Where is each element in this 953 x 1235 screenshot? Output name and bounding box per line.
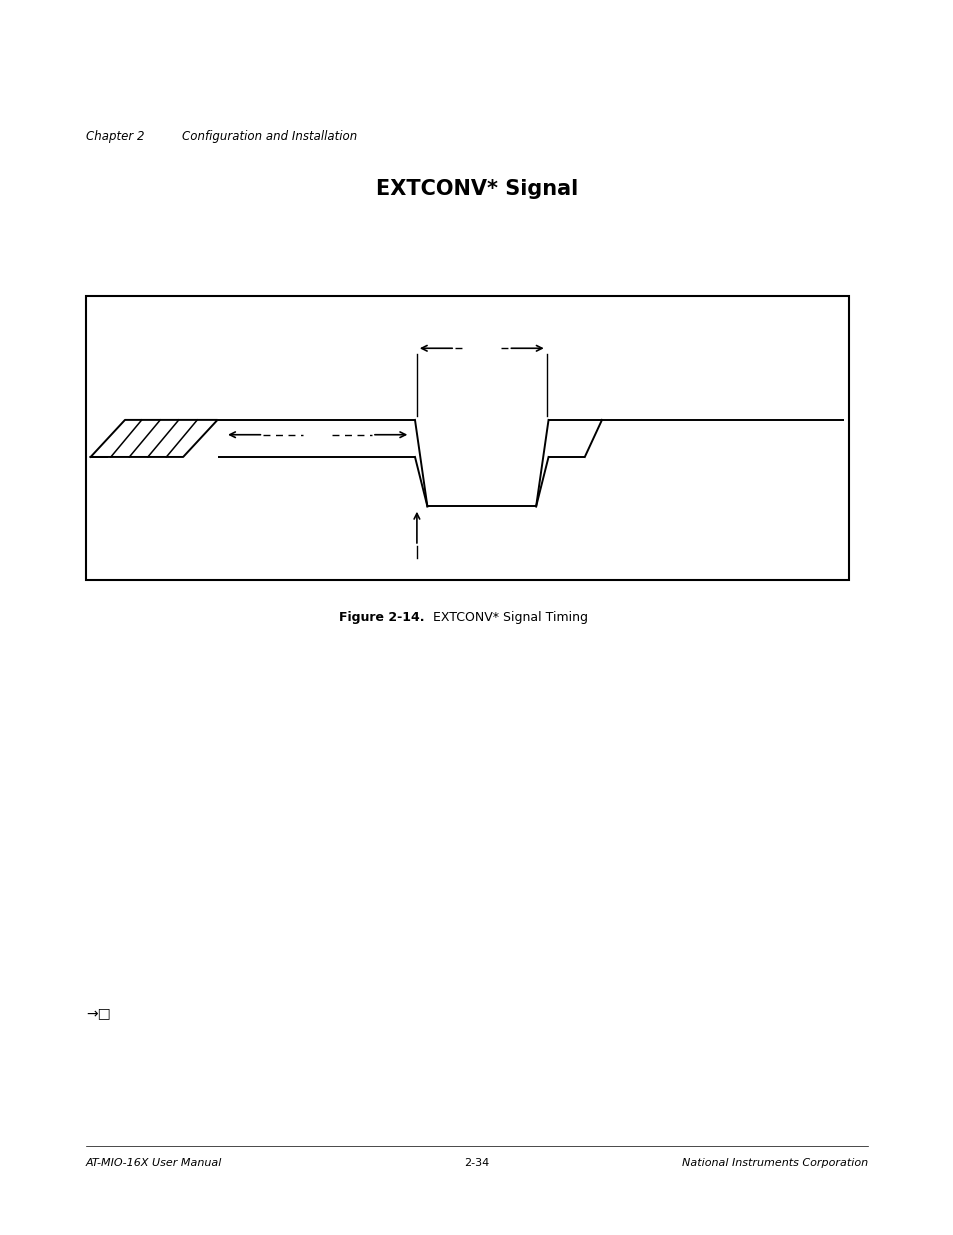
Text: National Instruments Corporation: National Instruments Corporation <box>681 1158 867 1168</box>
Text: EXTCONV* Signal: EXTCONV* Signal <box>375 179 578 199</box>
Text: AT-MIO-16X User Manual: AT-MIO-16X User Manual <box>86 1158 222 1168</box>
Bar <box>86 296 848 580</box>
Text: Figure 2-14.: Figure 2-14. <box>338 611 424 625</box>
Text: →□: →□ <box>86 1007 111 1020</box>
Text: 2-34: 2-34 <box>464 1158 489 1168</box>
Text: EXTCONV* Signal Timing: EXTCONV* Signal Timing <box>424 611 587 625</box>
Text: Chapter 2          Configuration and Installation: Chapter 2 Configuration and Installation <box>86 130 356 143</box>
